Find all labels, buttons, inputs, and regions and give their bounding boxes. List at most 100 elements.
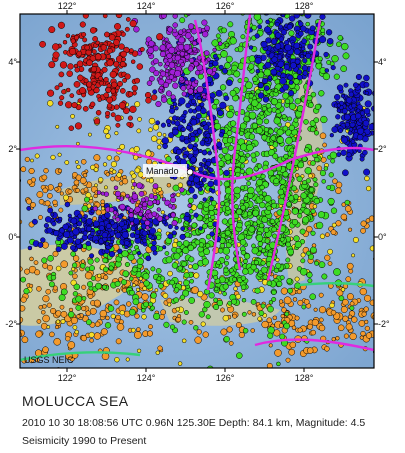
deep-quake-dot xyxy=(364,100,372,108)
deep-quake-dot xyxy=(70,217,78,225)
very-deep-quake-dot xyxy=(170,212,176,218)
deep-quake-dot xyxy=(257,92,265,99)
shallow-quake-dot xyxy=(345,323,353,331)
intermediate-quake-dot xyxy=(175,192,181,198)
shallow-quake-dot xyxy=(340,306,348,313)
intermediate-quake-dot xyxy=(133,154,139,161)
mid-depth-quake-dot xyxy=(309,126,316,133)
shallow-quake-dot xyxy=(188,319,194,325)
mid-depth-quake-dot xyxy=(250,264,257,271)
mid-depth-quake-dot xyxy=(289,147,295,153)
deep-quake-dot xyxy=(133,218,140,225)
mid-depth-quake-dot xyxy=(203,300,211,309)
mid-depth-quake-dot xyxy=(242,327,249,334)
mid-depth-quake-dot xyxy=(318,261,326,269)
shallow-quake-dot xyxy=(382,127,387,132)
very-deep-quake-dot xyxy=(161,197,166,202)
mid-depth-quake-dot xyxy=(198,242,204,248)
intermediate-quake-dot xyxy=(75,160,79,164)
deep-quake-dot xyxy=(357,127,365,135)
mid-depth-quake-dot xyxy=(310,246,317,254)
intermediate-quake-dot xyxy=(57,152,62,157)
mid-depth-quake-dot xyxy=(254,287,261,294)
lon-tick-label: 122° xyxy=(58,1,77,11)
mid-depth-quake-dot xyxy=(246,181,251,186)
intermediate-quake-dot xyxy=(93,167,99,172)
very-deep-quake-dot xyxy=(134,206,141,213)
very-deep-quake-dot xyxy=(187,23,195,30)
deepest-quake-dot xyxy=(113,39,120,46)
mid-depth-quake-dot xyxy=(224,229,231,236)
shallow-quake-dot xyxy=(313,307,318,312)
mid-depth-quake-dot xyxy=(256,118,263,126)
mid-depth-quake-dot xyxy=(231,298,238,305)
mid-depth-quake-dot xyxy=(197,203,204,210)
deepest-quake-dot xyxy=(106,47,113,54)
deep-quake-dot xyxy=(118,220,125,227)
deep-quake-dot xyxy=(187,143,194,150)
mid-depth-quake-dot xyxy=(224,260,230,266)
deepest-quake-dot xyxy=(105,53,112,60)
mid-depth-quake-dot xyxy=(226,110,234,119)
deep-quake-dot xyxy=(223,95,230,102)
deep-quake-dot xyxy=(202,157,207,163)
deepest-quake-dot xyxy=(101,0,107,3)
intermediate-quake-dot xyxy=(130,327,136,333)
deepest-quake-dot xyxy=(61,89,67,95)
mid-depth-quake-dot xyxy=(155,268,162,274)
mid-depth-quake-dot xyxy=(223,180,230,188)
mid-depth-quake-dot xyxy=(104,322,112,329)
mid-depth-quake-dot xyxy=(301,304,307,310)
shallow-quake-dot xyxy=(65,336,71,342)
intermediate-quake-dot xyxy=(110,313,116,319)
shallow-quake-dot xyxy=(54,187,59,192)
shallow-quake-dot xyxy=(332,178,338,184)
shallow-quake-dot xyxy=(85,310,91,316)
deepest-quake-dot xyxy=(117,80,123,87)
intermediate-quake-dot xyxy=(177,361,183,366)
mid-depth-quake-dot xyxy=(248,63,255,70)
mid-depth-quake-dot xyxy=(253,14,262,21)
mid-depth-quake-dot xyxy=(87,258,94,265)
deep-quake-dot xyxy=(260,40,268,48)
deep-quake-dot xyxy=(192,146,198,152)
mid-depth-quake-dot xyxy=(291,207,299,215)
deep-quake-dot xyxy=(136,250,142,256)
mid-depth-quake-dot xyxy=(265,0,271,2)
mid-depth-quake-dot xyxy=(20,276,27,283)
intermediate-quake-dot xyxy=(369,245,374,252)
deepest-quake-dot xyxy=(126,121,132,127)
deepest-quake-dot xyxy=(106,103,113,109)
shallow-quake-dot xyxy=(60,310,68,318)
mid-depth-quake-dot xyxy=(310,208,316,214)
shallow-quake-dot xyxy=(29,256,34,262)
intermediate-quake-dot xyxy=(55,319,61,324)
deepest-quake-dot xyxy=(48,26,56,34)
mid-depth-quake-dot xyxy=(177,265,183,271)
mid-depth-quake-dot xyxy=(301,202,307,208)
shallow-quake-dot xyxy=(384,309,390,315)
deepest-quake-dot xyxy=(103,76,109,83)
shallow-quake-dot xyxy=(289,341,297,349)
mid-depth-quake-dot xyxy=(224,153,232,161)
deepest-quake-dot xyxy=(76,50,83,57)
mid-depth-quake-dot xyxy=(150,266,156,272)
shallow-quake-dot xyxy=(13,298,18,303)
mid-depth-quake-dot xyxy=(261,134,268,141)
deep-quake-dot xyxy=(201,177,207,183)
mid-depth-quake-dot xyxy=(313,130,320,136)
deep-quake-dot xyxy=(53,229,60,237)
deep-quake-dot xyxy=(97,229,102,235)
deep-quake-dot xyxy=(257,24,262,30)
deepest-quake-dot xyxy=(119,88,126,94)
very-deep-quake-dot xyxy=(206,68,214,75)
shallow-quake-dot xyxy=(70,316,78,325)
lon-tick-label: 126° xyxy=(216,1,235,11)
mid-depth-quake-dot xyxy=(251,99,259,107)
mid-depth-quake-dot xyxy=(189,278,195,284)
very-deep-quake-dot xyxy=(174,54,181,62)
shallow-quake-dot xyxy=(280,287,288,295)
very-deep-quake-dot xyxy=(136,182,143,189)
shallow-quake-dot xyxy=(318,317,324,323)
mid-depth-quake-dot xyxy=(58,294,66,302)
